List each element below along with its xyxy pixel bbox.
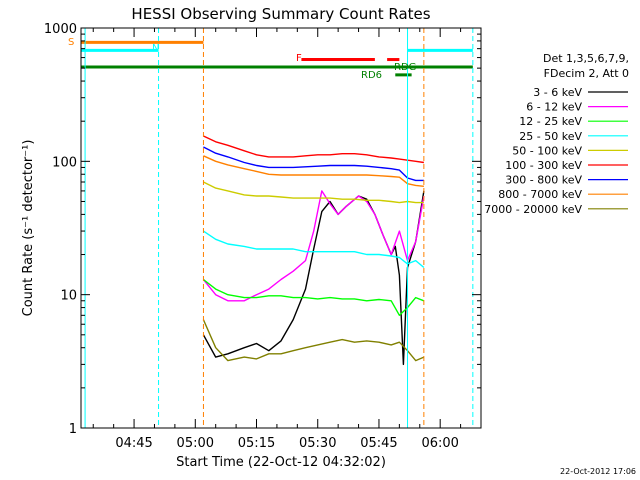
legend-label-25-50-kev: 25 - 50 keV bbox=[519, 130, 582, 143]
x-tick-label: 05:15 bbox=[238, 436, 275, 451]
flag-label-rd6: RD6 bbox=[361, 70, 382, 81]
flag-label-rdg: RDG bbox=[394, 62, 416, 73]
series-line-100-300-kev bbox=[203, 135, 425, 164]
legend-label-6-12-kev: 6 - 12 keV bbox=[526, 101, 582, 114]
legend-label-300-800-kev: 300 - 800 keV bbox=[505, 174, 582, 187]
series-line-800-7000-kev bbox=[203, 155, 424, 187]
legend-label-800-7000-kev: 800 - 7000 keV bbox=[498, 188, 582, 201]
y-axis: 1 10 100 1000 bbox=[44, 22, 481, 437]
series-line-25-50-kev bbox=[203, 230, 425, 269]
flag-label-s: S bbox=[68, 37, 74, 48]
series-line-3-6-kev bbox=[202, 190, 425, 366]
legend-label-100-300-kev: 100 - 300 keV bbox=[505, 159, 582, 172]
series-line-300-800-kev bbox=[203, 146, 424, 182]
x-axis: 04:45 05:00 05:15 05:30 05:45 06:00 bbox=[92, 28, 482, 451]
y-axis-label: Count Rate (s⁻¹ detector⁻¹) bbox=[21, 140, 36, 317]
x-tick-label: 06:00 bbox=[421, 436, 458, 451]
legend-label-3-6-kev: 3 - 6 keV bbox=[533, 86, 582, 99]
y-tick-label: 1 bbox=[69, 422, 77, 437]
series-line-50-100-kev bbox=[203, 181, 424, 204]
plot-frame bbox=[80, 27, 482, 429]
x-tick-label: 05:30 bbox=[299, 436, 336, 451]
x-tick-label: 04:45 bbox=[115, 436, 152, 451]
vertical-markers-layer bbox=[84, 28, 474, 428]
legend-label-50-100-kev: 50 - 100 keV bbox=[512, 144, 582, 157]
flag-label-f: F bbox=[296, 53, 302, 64]
series-line-6-12-kev bbox=[202, 190, 425, 302]
chart-title: HESSI Observing Summary Count Rates bbox=[131, 5, 430, 23]
series-line-12-25-kev bbox=[202, 278, 425, 316]
y-tick-label: 100 bbox=[52, 155, 77, 170]
legend-header-line-2: FDecim 2, Att 0 bbox=[544, 67, 629, 80]
x-axis-label: Start Time (22-Oct-12 04:32:02) bbox=[176, 455, 386, 470]
series-line-7000-20000-kev bbox=[202, 319, 425, 362]
flag-label-n: N bbox=[152, 43, 159, 54]
legend-label-12-25-kev: 12 - 25 keV bbox=[519, 115, 582, 128]
x-tick-label: 05:45 bbox=[360, 436, 397, 451]
timestamp: 22-Oct-2012 17:06 bbox=[560, 467, 636, 476]
legend-header-line-1: Det 1,3,5,6,7,9, bbox=[543, 52, 629, 65]
plot-data-layer bbox=[202, 135, 425, 366]
y-tick-label: 1000 bbox=[44, 22, 77, 37]
y-tick-label: 10 bbox=[60, 289, 77, 304]
legend-label-7000-20000-kev: 7000 - 20000 keV bbox=[484, 203, 582, 216]
x-tick-label: 05:00 bbox=[177, 436, 214, 451]
